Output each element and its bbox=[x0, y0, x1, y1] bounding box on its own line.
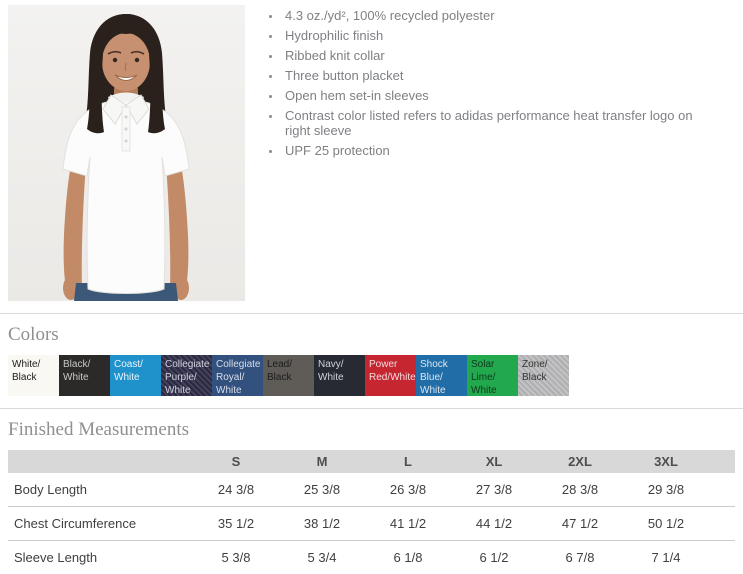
section-divider bbox=[0, 313, 743, 314]
measurement-filler bbox=[709, 541, 735, 574]
feature-item: 4.3 oz./yd², 100% recycled polyester bbox=[282, 9, 706, 24]
measurement-value: 24 3/8 bbox=[193, 473, 279, 507]
measurement-value: 35 1/2 bbox=[193, 507, 279, 541]
measurement-value: 6 7/8 bbox=[537, 541, 623, 574]
size-column-header: 2XL bbox=[537, 450, 623, 473]
measurement-value: 6 1/8 bbox=[365, 541, 451, 574]
measurement-label: Chest Circumference bbox=[8, 507, 193, 541]
size-column-header: M bbox=[279, 450, 365, 473]
measurement-value: 5 3/8 bbox=[193, 541, 279, 574]
color-swatch-lead-black[interactable]: Lead/ Black bbox=[263, 355, 314, 396]
measurement-value: 25 3/8 bbox=[279, 473, 365, 507]
measurement-value: 29 3/8 bbox=[623, 473, 709, 507]
measurement-row: Sleeve Length 5 3/8 5 3/4 6 1/8 6 1/2 6 … bbox=[8, 541, 735, 574]
measurement-value: 44 1/2 bbox=[451, 507, 537, 541]
feature-list: 4.3 oz./yd², 100% recycled polyester Hyd… bbox=[267, 5, 706, 301]
measurement-value: 7 1/4 bbox=[623, 541, 709, 574]
measurement-value: 5 3/4 bbox=[279, 541, 365, 574]
color-swatch-navy-white[interactable]: Navy/ White bbox=[314, 355, 365, 396]
section-divider bbox=[0, 408, 743, 409]
color-swatch-zone-black[interactable]: Zone/ Black bbox=[518, 355, 569, 396]
color-swatch-collegiate-purple-white[interactable]: Collegiate Purple/ White bbox=[161, 355, 212, 396]
size-header-filler bbox=[709, 450, 735, 473]
color-swatch-white-black[interactable]: White/ Black bbox=[8, 355, 59, 396]
feature-item: Ribbed knit collar bbox=[282, 49, 706, 64]
feature-item: Contrast color listed refers to adidas p… bbox=[282, 109, 706, 138]
measurement-value: 28 3/8 bbox=[537, 473, 623, 507]
measurement-value: 6 1/2 bbox=[451, 541, 537, 574]
measurement-label: Sleeve Length bbox=[8, 541, 193, 574]
size-header-row: S M L XL 2XL 3XL bbox=[8, 450, 735, 473]
measurements-table: S M L XL 2XL 3XL Body Length 24 3/8 25 3… bbox=[8, 450, 735, 574]
model-in-white-polo-illustration bbox=[8, 5, 245, 301]
measurement-value: 41 1/2 bbox=[365, 507, 451, 541]
size-column-header: XL bbox=[451, 450, 537, 473]
color-swatch-solar-lime-white[interactable]: Solar Lime/ White bbox=[467, 355, 518, 396]
measurement-row: Chest Circumference 35 1/2 38 1/2 41 1/2… bbox=[8, 507, 735, 541]
feature-item: Three button placket bbox=[282, 69, 706, 84]
color-swatch-collegiate-royal-white[interactable]: Collegiate Royal/ White bbox=[212, 355, 263, 396]
colors-title: Colors bbox=[8, 324, 735, 346]
color-swatch-black-white[interactable]: Black/ White bbox=[59, 355, 110, 396]
measurement-row: Body Length 24 3/8 25 3/8 26 3/8 27 3/8 … bbox=[8, 473, 735, 507]
color-swatch-power-red-white[interactable]: Power Red/White bbox=[365, 355, 416, 396]
color-swatch-strip: White/ Black Black/ White Coast/ White C… bbox=[8, 355, 743, 396]
measurement-filler bbox=[709, 473, 735, 507]
size-column-header: 3XL bbox=[623, 450, 709, 473]
size-column-header: S bbox=[193, 450, 279, 473]
measurement-value: 27 3/8 bbox=[451, 473, 537, 507]
measurement-value: 26 3/8 bbox=[365, 473, 451, 507]
size-header-empty bbox=[8, 450, 193, 473]
product-overview: 4.3 oz./yd², 100% recycled polyester Hyd… bbox=[0, 0, 743, 301]
measurement-filler bbox=[709, 507, 735, 541]
measurement-value: 38 1/2 bbox=[279, 507, 365, 541]
measurement-value: 50 1/2 bbox=[623, 507, 709, 541]
color-swatch-coast-white[interactable]: Coast/ White bbox=[110, 355, 161, 396]
color-swatch-shock-blue-white[interactable]: Shock Blue/ White bbox=[416, 355, 467, 396]
size-column-header: L bbox=[365, 450, 451, 473]
feature-item: Hydrophilic finish bbox=[282, 29, 706, 44]
product-photo bbox=[8, 5, 245, 301]
feature-item: UPF 25 protection bbox=[282, 144, 706, 159]
feature-item: Open hem set-in sleeves bbox=[282, 89, 706, 104]
measurement-value: 47 1/2 bbox=[537, 507, 623, 541]
measurements-title: Finished Measurements bbox=[8, 419, 735, 441]
measurement-label: Body Length bbox=[8, 473, 193, 507]
